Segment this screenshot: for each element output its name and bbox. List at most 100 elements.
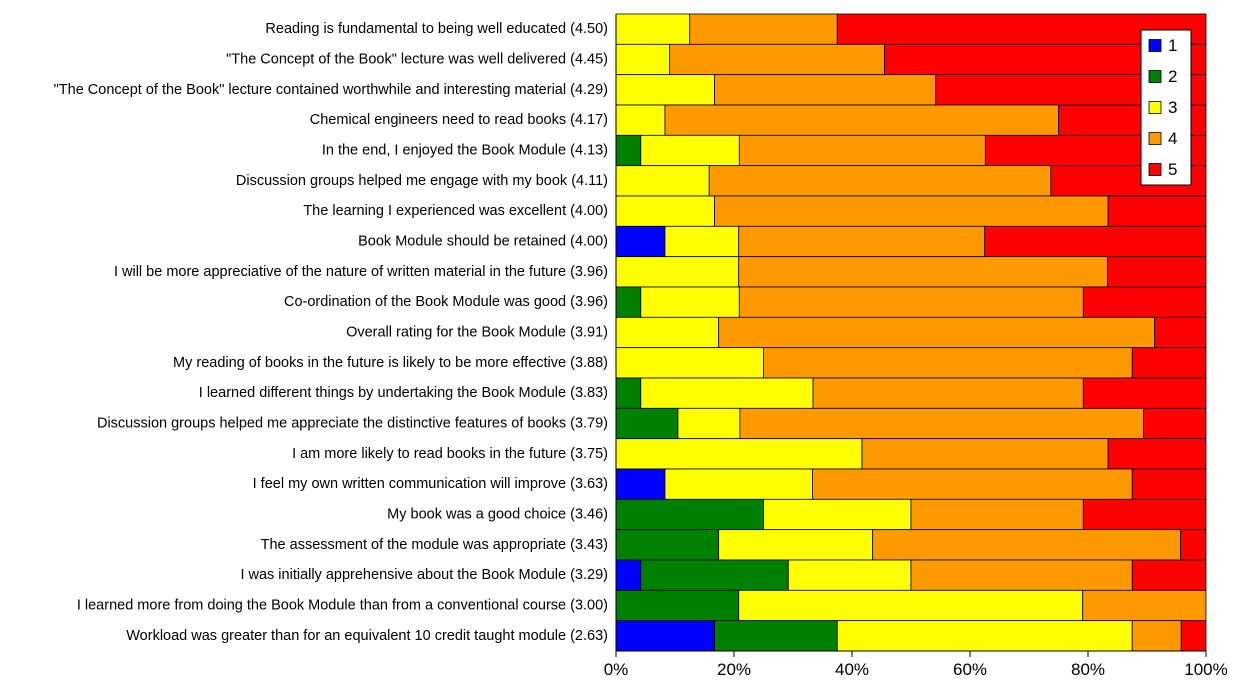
bar-series — [615, 13, 1207, 652]
bar-segment — [738, 134, 986, 167]
bar-segment — [615, 256, 740, 288]
bar-segment — [615, 620, 715, 652]
bar-segment — [615, 225, 666, 258]
category-label: My reading of books in the future is lik… — [173, 355, 608, 371]
bar-segment — [677, 407, 741, 440]
bar-segment — [714, 74, 937, 106]
category-label: "The Concept of the Book" lecture was we… — [226, 52, 608, 68]
bar-segment — [640, 286, 740, 318]
bar-segment — [615, 529, 720, 561]
legend-label: 3 — [1168, 98, 1177, 117]
bar-segment — [738, 286, 1084, 318]
bar-segment — [738, 589, 1084, 622]
bar-segment — [1107, 438, 1207, 470]
bar-segment — [1180, 529, 1207, 561]
category-label: Chemical engineers need to read books (4… — [310, 112, 608, 128]
bar-segment — [615, 316, 720, 349]
category-label: Co-ordination of the Book Module was goo… — [284, 294, 608, 310]
bar-segment — [1143, 407, 1207, 440]
bar-segment — [664, 468, 813, 500]
bar-segment — [615, 286, 642, 318]
legend-label: 2 — [1168, 67, 1177, 86]
bar-segment — [615, 165, 710, 197]
bar-segment — [718, 529, 874, 561]
x-tick-label: 20% — [717, 660, 751, 679]
category-label: I will be more appreciative of the natur… — [114, 264, 608, 280]
bar-segment — [615, 13, 691, 45]
bar-segment — [714, 620, 838, 652]
bar-segment — [708, 165, 1052, 197]
bar-segment — [738, 256, 1108, 288]
bar-segment — [1107, 256, 1207, 288]
bar-segment — [615, 407, 679, 440]
legend-label: 4 — [1168, 129, 1177, 148]
bar-segment — [640, 377, 814, 409]
legend-swatch — [1148, 163, 1162, 176]
x-tick-label: 80% — [1071, 660, 1105, 679]
bar-segment — [640, 134, 740, 167]
bar-segment — [787, 559, 912, 591]
x-tick-label: 100% — [1184, 660, 1227, 679]
bar-segment — [910, 559, 1133, 591]
category-label: Book Module should be retained (4.00) — [358, 234, 608, 250]
bar-segment — [812, 468, 1133, 500]
bar-segment — [640, 559, 789, 591]
bar-segment — [615, 589, 740, 622]
bar-segment — [689, 13, 838, 45]
category-label: My book was a good choice (3.46) — [387, 507, 608, 523]
category-label: The learning I experienced was excellent… — [303, 203, 608, 219]
bar-segment — [738, 225, 986, 258]
bar-segment — [615, 104, 666, 136]
bar-segment — [615, 74, 715, 106]
x-tick-label: 60% — [953, 660, 987, 679]
category-label: The assessment of the module was appropr… — [261, 537, 608, 553]
x-tick-label: 0% — [604, 660, 629, 679]
bar-segment — [763, 498, 912, 531]
legend-swatch — [1148, 70, 1162, 83]
category-label: I am more likely to read books in the fu… — [292, 446, 608, 462]
category-label: Workload was greater than for an equival… — [126, 628, 608, 644]
category-label: I learned more from doing the Book Modul… — [77, 598, 608, 614]
bar-segment — [664, 225, 740, 258]
bar-segment — [714, 195, 1109, 227]
bar-segment — [1082, 589, 1207, 622]
x-tick-label: 40% — [835, 660, 869, 679]
bar-segment — [1131, 559, 1207, 591]
bar-segment — [1131, 620, 1182, 652]
category-label: Reading is fundamental to being well edu… — [265, 21, 608, 37]
bar-segment — [763, 347, 1133, 379]
category-label: "The Concept of the Book" lecture contai… — [54, 82, 608, 98]
bar-segment — [664, 104, 1059, 136]
bar-segment — [1082, 498, 1207, 531]
bar-segment — [615, 377, 642, 409]
bar-segment — [615, 468, 666, 500]
bar-segment — [836, 620, 1133, 652]
legend-label: 5 — [1168, 160, 1177, 179]
bar-segment — [615, 438, 863, 470]
category-label: I feel my own written communication will… — [253, 476, 608, 492]
category-label: Discussion groups helped me appreciate t… — [97, 416, 608, 432]
bar-segment — [615, 559, 642, 591]
bar-segment — [1180, 620, 1207, 652]
category-label: In the end, I enjoyed the Book Module (4… — [322, 143, 608, 159]
legend: 1 2 3 4 5 — [1140, 29, 1192, 186]
category-label: Discussion groups helped me engage with … — [236, 173, 608, 189]
legend-box — [1140, 29, 1192, 186]
category-label: I was initially apprehensive about the B… — [240, 567, 608, 583]
category-label: I learned different things by undertakin… — [199, 385, 608, 401]
bar-segment — [669, 43, 885, 76]
bar-segment — [1107, 195, 1207, 227]
bar-segment — [718, 316, 1156, 349]
bar-segment — [872, 529, 1182, 561]
bar-segment — [1154, 316, 1207, 349]
bar-segment — [861, 438, 1109, 470]
legend-swatch — [1148, 132, 1162, 145]
bar-segment — [1131, 347, 1207, 379]
legend-label: 1 — [1168, 36, 1177, 55]
bar-segment — [615, 195, 715, 227]
legend-swatch — [1148, 101, 1162, 114]
bar-segment — [739, 407, 1144, 440]
bar-segment — [1082, 377, 1207, 409]
bar-segment — [984, 225, 1207, 258]
